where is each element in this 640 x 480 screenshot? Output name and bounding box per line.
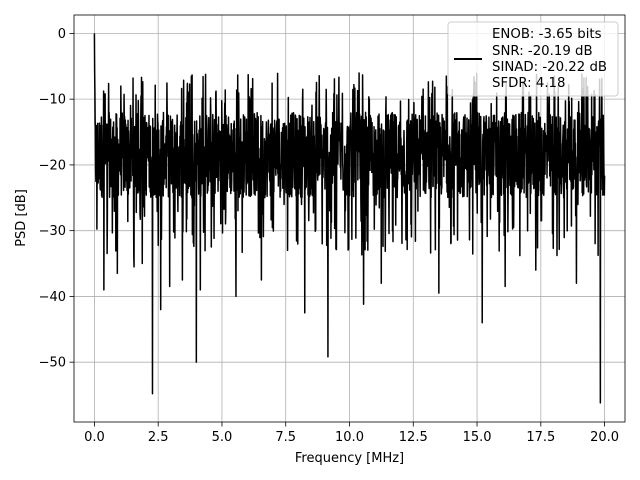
- y-tick-label: 0: [58, 27, 66, 42]
- x-tick-label: 10.0: [335, 430, 364, 445]
- x-tick-label: 15.0: [463, 430, 492, 445]
- y-tick-label: −50: [39, 356, 66, 371]
- legend-box: [447, 21, 619, 97]
- y-tick-label: −10: [39, 93, 66, 108]
- x-tick-label: 2.5: [148, 430, 169, 445]
- x-tick-label: 5.0: [212, 430, 233, 445]
- series-layer: [93, 33, 606, 404]
- tick-layer: 0.0 2.5 5.0 7.5 10.0 12.5 15.0 17.5 20.0 0 −10 −20 −…: [39, 27, 620, 445]
- legend-entry-sinad: SINAD: -20.22 dB: [492, 60, 607, 75]
- x-axis-label: Frequency [MHz]: [295, 451, 404, 466]
- x-tick-label: 20.0: [590, 430, 619, 445]
- y-axis-label: PSD [dB]: [14, 189, 29, 247]
- x-tick-label: 12.5: [399, 430, 428, 445]
- x-tick-label: 17.5: [526, 430, 555, 445]
- y-tick-label: −40: [39, 290, 66, 305]
- legend-entry-snr: SNR: -20.19 dB: [492, 44, 593, 59]
- y-tick-label: −20: [39, 158, 66, 173]
- psd-series-line: [93, 33, 606, 404]
- legend-entry-sfdr: SFDR: 4.18: [492, 76, 565, 91]
- y-tick-label: −30: [39, 224, 66, 239]
- x-tick-label: 0.0: [84, 430, 105, 445]
- x-tick-label: 7.5: [275, 430, 296, 445]
- legend-entry-enob: ENOB: -3.65 bits: [492, 27, 602, 42]
- legend: ENOB: -3.65 bits SNR: -20.19 dB SINAD: -…: [447, 21, 619, 97]
